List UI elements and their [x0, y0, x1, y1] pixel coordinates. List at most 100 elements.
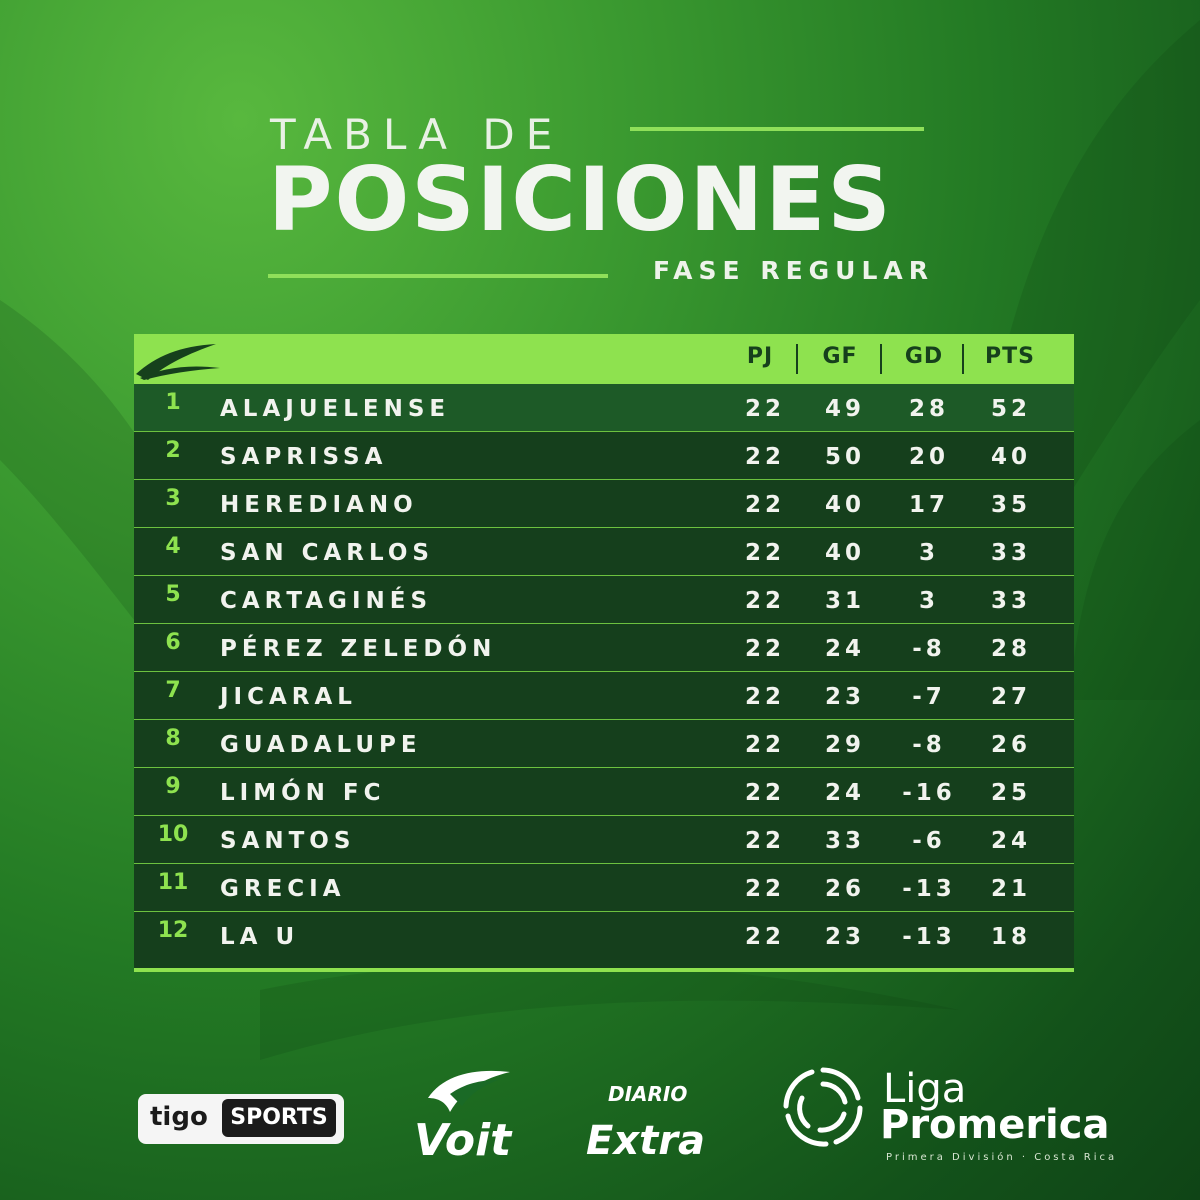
header-divider — [962, 344, 964, 374]
team-name: SAN CARLOS — [220, 540, 434, 566]
goal-difference: -6 — [912, 828, 946, 854]
goals-for: 40 — [824, 492, 865, 518]
table-row: 11 GRECIA 22 26 -13 21 — [134, 864, 1074, 912]
tigo-sports-logo: tigo SPORTS — [138, 1094, 344, 1144]
points: 33 — [990, 588, 1031, 614]
position: 11 — [157, 870, 189, 895]
points: 24 — [990, 828, 1031, 854]
points: 27 — [990, 684, 1031, 710]
voit-logo-icon — [428, 1070, 510, 1112]
background-leaf-bottom — [260, 962, 960, 1060]
points: 35 — [990, 492, 1031, 518]
team-name: ALAJUELENSE — [220, 396, 451, 422]
position: 9 — [165, 774, 181, 799]
team-name: PÉREZ ZELEDÓN — [220, 636, 497, 662]
leaf-icon — [136, 344, 220, 380]
table-row: 2 SAPRISSA 22 50 20 40 — [134, 432, 1074, 480]
goal-difference: 3 — [918, 588, 939, 614]
table-row: 5 CARTAGINÉS 22 31 3 33 — [134, 576, 1074, 624]
table-row: 6 PÉREZ ZELEDÓN 22 24 -8 28 — [134, 624, 1074, 672]
points: 28 — [990, 636, 1031, 662]
played: 22 — [744, 828, 785, 854]
diario-label: DIARIO — [608, 1082, 688, 1106]
column-header-gf: GF — [822, 344, 858, 369]
goal-difference: -13 — [902, 924, 956, 950]
goals-for: 26 — [824, 876, 865, 902]
position: 4 — [165, 534, 181, 559]
position: 12 — [157, 918, 189, 943]
title-line-1: TABLA DE — [270, 110, 564, 159]
table-row: 1 ALAJUELENSE 22 49 28 52 — [134, 384, 1074, 432]
voit-logo: Voit — [414, 1115, 512, 1166]
team-name: CARTAGINÉS — [220, 588, 433, 614]
goals-for: 23 — [824, 684, 865, 710]
played: 22 — [744, 780, 785, 806]
liga-promerica-logo: Promerica — [880, 1102, 1110, 1148]
team-name: JICARAL — [220, 684, 357, 710]
team-name: LIMÓN FC — [220, 780, 386, 806]
position: 3 — [165, 486, 181, 511]
table-bottom-rule — [134, 968, 1074, 972]
team-name: GUADALUPE — [220, 732, 422, 758]
played: 22 — [744, 396, 785, 422]
points: 25 — [990, 780, 1031, 806]
goals-for: 50 — [824, 444, 865, 470]
goal-difference: -8 — [912, 732, 946, 758]
table-row: 10 SANTOS 22 33 -6 24 — [134, 816, 1074, 864]
points: 52 — [990, 396, 1031, 422]
points: 40 — [990, 444, 1031, 470]
played: 22 — [744, 636, 785, 662]
title-block: TABLA DE POSICIONES FASE REGULAR — [268, 108, 938, 298]
goals-for: 33 — [824, 828, 865, 854]
sponsor-bar: tigo SPORTS Voit DIARIO Extra Liga Prome… — [0, 1060, 1200, 1180]
goals-for: 24 — [824, 780, 865, 806]
team-name: GRECIA — [220, 876, 346, 902]
title-rule-top — [630, 127, 924, 131]
team-name: HEREDIANO — [220, 492, 418, 518]
page-subtitle: FASE REGULAR — [652, 256, 934, 285]
page-title: POSICIONES — [268, 148, 893, 251]
header-divider — [796, 344, 798, 374]
position: 10 — [157, 822, 189, 847]
points: 26 — [990, 732, 1031, 758]
played: 22 — [744, 540, 785, 566]
played: 22 — [744, 684, 785, 710]
goal-difference: 17 — [908, 492, 949, 518]
played: 22 — [744, 588, 785, 614]
liga-promerica-icon — [783, 1067, 863, 1147]
title-rule-bottom — [268, 274, 608, 278]
goals-for: 24 — [824, 636, 865, 662]
tigo-word: tigo — [150, 1102, 208, 1132]
column-header-gd: GD — [904, 344, 944, 369]
team-name: LA U — [220, 924, 300, 950]
table-header: PJ GF GD PTS — [134, 334, 1074, 384]
team-name: SANTOS — [220, 828, 356, 854]
position: 8 — [165, 726, 181, 751]
goal-difference: -8 — [912, 636, 946, 662]
points: 33 — [990, 540, 1031, 566]
played: 22 — [744, 732, 785, 758]
table-row: 4 SAN CARLOS 22 40 3 33 — [134, 528, 1074, 576]
tigo-sports-label: SPORTS — [222, 1099, 336, 1137]
played: 22 — [744, 492, 785, 518]
position: 7 — [165, 678, 181, 703]
goals-for: 31 — [824, 588, 865, 614]
played: 22 — [744, 444, 785, 470]
goals-for: 40 — [824, 540, 865, 566]
goals-for: 29 — [824, 732, 865, 758]
played: 22 — [744, 924, 785, 950]
points: 21 — [990, 876, 1031, 902]
standings-table: PJ GF GD PTS 1 ALAJUELENSE 22 49 28 52 2… — [134, 334, 1074, 972]
diario-extra-logo: Extra — [586, 1118, 705, 1164]
table-row: 3 HEREDIANO 22 40 17 35 — [134, 480, 1074, 528]
table-row: 9 LIMÓN FC 22 24 -16 25 — [134, 768, 1074, 816]
liga-word: Liga — [883, 1066, 967, 1112]
goal-difference: 3 — [918, 540, 939, 566]
liga-tagline: Primera División · Costa Rica — [886, 1152, 1118, 1163]
goal-difference: -13 — [902, 876, 956, 902]
column-header-pj: PJ — [746, 344, 774, 369]
team-name: SAPRISSA — [220, 444, 388, 470]
goal-difference: 28 — [908, 396, 949, 422]
points: 18 — [990, 924, 1031, 950]
goals-for: 49 — [824, 396, 865, 422]
